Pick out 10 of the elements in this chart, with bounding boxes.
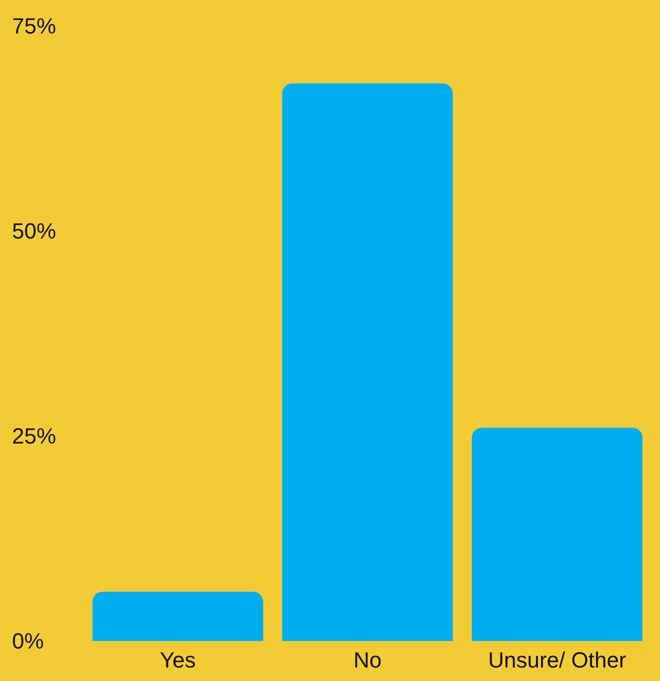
- y-tick-label: 75%: [12, 14, 56, 38]
- y-tick-label: 50%: [12, 218, 56, 244]
- x-tick-label: No: [353, 648, 382, 672]
- bar: [282, 83, 453, 641]
- bar: [92, 592, 264, 641]
- x-tick-label: Unsure/ Other: [488, 648, 626, 672]
- y-tick-label: 25%: [12, 424, 56, 448]
- bar: [472, 428, 643, 641]
- y-tick-label: 0%: [12, 628, 44, 654]
- x-tick-label: Yes: [160, 648, 196, 672]
